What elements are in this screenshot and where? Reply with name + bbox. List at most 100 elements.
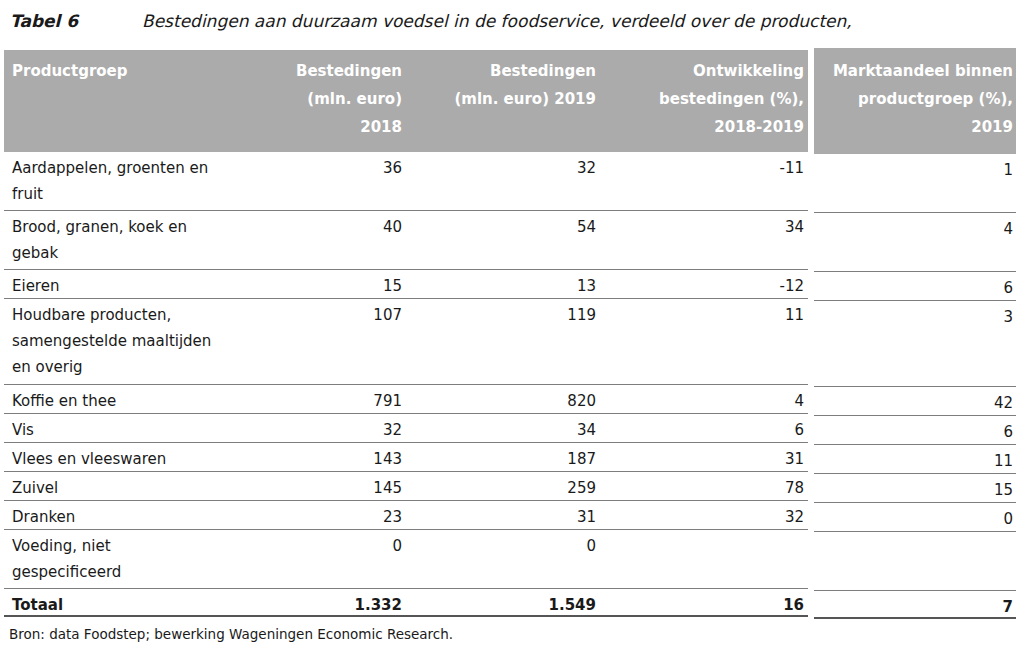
cell-b2018: 23 xyxy=(284,504,406,529)
cell-product: Zuivel xyxy=(4,475,284,500)
header-b2019: Bestedingen(mln. euro) 2019 xyxy=(406,57,600,152)
cell-b2018: 145 xyxy=(284,475,406,500)
cell-b2018: 107 xyxy=(284,302,406,384)
cell-ontwikkeling: 11 xyxy=(600,302,808,384)
cell-b2019: 820 xyxy=(406,388,600,413)
table-row: Vlees en vleeswaren14318731 xyxy=(4,443,808,472)
header-line: Bestedingen xyxy=(406,57,596,85)
cell-marktaandeel: 11 xyxy=(814,445,1016,474)
cell-b2018: 791 xyxy=(284,388,406,413)
table-row: Koffie en thee7918204 xyxy=(4,385,808,414)
source-note: Bron: data Foodstep; bewerking Wageninge… xyxy=(9,626,453,642)
cell-ontwikkeling: 34 xyxy=(600,214,808,269)
product-line: Vis xyxy=(12,417,284,443)
cell-b2019: 119 xyxy=(406,302,600,384)
cell-product: Dranken xyxy=(4,504,284,529)
cell-marktaandeel: 1 xyxy=(814,154,1016,213)
header-line: (mln. euro) 2019 xyxy=(406,85,596,113)
table-caption-title: Bestedingen aan duurzaam voedsel in de f… xyxy=(142,11,852,31)
cell-b2019: 32 xyxy=(406,155,600,210)
cell-b2019: 34 xyxy=(406,417,600,442)
cell-b2019: 54 xyxy=(406,214,600,269)
cell-b2018: 0 xyxy=(284,533,406,588)
cell-ontwikkeling: 78 xyxy=(600,475,808,500)
product-line: Eieren xyxy=(12,273,284,299)
cell-b2018: 143 xyxy=(284,446,406,471)
product-line: Aardappelen, groenten en xyxy=(12,155,284,181)
cell-ontwikkeling: 4 xyxy=(600,388,808,413)
cell-b2018: 32 xyxy=(284,417,406,442)
product-line: Brood, granen, koek en xyxy=(12,214,284,240)
product-line: Vlees en vleeswaren xyxy=(12,446,284,472)
cell-ontwikkeling: -11 xyxy=(600,155,808,210)
cell-ontwikkeling: 31 xyxy=(600,446,808,471)
header-line: 2018-2019 xyxy=(600,113,804,141)
cell-b2019: 13 xyxy=(406,273,600,298)
header-line: Ontwikkeling xyxy=(600,57,804,85)
cell-product: Vlees en vleeswaren xyxy=(4,446,284,471)
main-table: ProductgroepBestedingen(mln. euro)2018Be… xyxy=(4,50,808,617)
header-b2018: Bestedingen(mln. euro)2018 xyxy=(284,57,406,152)
cell-product: Aardappelen, groenten enfruit xyxy=(4,155,284,210)
cell-b2018: 36 xyxy=(284,155,406,210)
header-ontwikkeling: Ontwikkelingbestedingen (%),2018-2019 xyxy=(600,57,808,152)
cell-b2018: 40 xyxy=(284,214,406,269)
header-marktaandeel: Marktaandeel binnenproductgroep (%),2019 xyxy=(814,48,1016,154)
table-row: Eieren1513-12 xyxy=(4,270,808,299)
table-row: Zuivel14525978 xyxy=(4,472,808,501)
table-row: Houdbare producten,samengestelde maaltij… xyxy=(4,299,808,385)
cell-product: Voeding, nietgespecificeerd xyxy=(4,533,284,588)
header-productgroep: Productgroep xyxy=(4,57,284,152)
marktaandeel-body: 1463426111507 xyxy=(814,154,1016,619)
cell-ontwikkeling: 16 xyxy=(600,592,808,615)
product-line: gebak xyxy=(12,240,284,266)
product-line: Koffie en thee xyxy=(12,388,284,414)
cell-product: Koffie en thee xyxy=(4,388,284,413)
cell-b2019: 31 xyxy=(406,504,600,529)
cell-marktaandeel xyxy=(814,532,1016,591)
cell-b2019: 1.549 xyxy=(406,592,600,615)
marktaandeel-column: Marktaandeel binnenproductgroep (%),2019… xyxy=(814,48,1016,619)
cell-b2019: 0 xyxy=(406,533,600,588)
cell-product: Brood, granen, koek engebak xyxy=(4,214,284,269)
cell-ontwikkeling: 32 xyxy=(600,504,808,529)
table-body: Aardappelen, groenten enfruit3632-11Broo… xyxy=(4,152,808,617)
product-line: fruit xyxy=(12,181,284,207)
cell-product: Vis xyxy=(4,417,284,442)
product-line: Dranken xyxy=(12,504,284,530)
cell-b2018: 1.332 xyxy=(284,592,406,615)
cell-marktaandeel: 0 xyxy=(814,503,1016,532)
header-line: 2018 xyxy=(284,113,402,141)
cell-b2018: 15 xyxy=(284,273,406,298)
cell-product: Houdbare producten,samengestelde maaltij… xyxy=(4,302,284,384)
table-header-row: ProductgroepBestedingen(mln. euro)2018Be… xyxy=(4,50,808,152)
cell-product: Totaal xyxy=(4,592,284,615)
table-row: Brood, granen, koek engebak405434 xyxy=(4,211,808,270)
product-line: Totaal xyxy=(12,592,284,617)
header-line: Productgroep xyxy=(12,57,284,85)
product-line: Houdbare producten, xyxy=(12,302,284,328)
table-row: Voeding, nietgespecificeerd00 xyxy=(4,530,808,589)
document-page: Tabel 6 Bestedingen aan duurzaam voedsel… xyxy=(0,0,1024,650)
product-line: Zuivel xyxy=(12,475,284,501)
cell-marktaandeel: 3 xyxy=(814,301,1016,387)
cell-marktaandeel: 4 xyxy=(814,213,1016,272)
header-line: Bestedingen xyxy=(284,57,402,85)
cell-marktaandeel: 6 xyxy=(814,416,1016,445)
product-line: gespecificeerd xyxy=(12,559,284,585)
table-row: Aardappelen, groenten enfruit3632-11 xyxy=(4,152,808,211)
cell-b2019: 259 xyxy=(406,475,600,500)
header-line: bestedingen (%), xyxy=(600,85,804,113)
cell-ontwikkeling xyxy=(600,533,808,588)
table-caption-label: Tabel 6 xyxy=(10,11,78,31)
total-cell-marktaandeel: 7 xyxy=(814,591,1016,619)
total-row: Totaal1.3321.54916 xyxy=(4,589,808,617)
table-row: Dranken233132 xyxy=(4,501,808,530)
header-line: 2019 xyxy=(814,113,1013,141)
cell-marktaandeel: 15 xyxy=(814,474,1016,503)
product-line: Voeding, niet xyxy=(12,533,284,559)
header-line: Marktaandeel binnen xyxy=(814,57,1013,85)
header-line: (mln. euro) xyxy=(284,85,402,113)
cell-ontwikkeling: -12 xyxy=(600,273,808,298)
cell-marktaandeel: 6 xyxy=(814,272,1016,301)
